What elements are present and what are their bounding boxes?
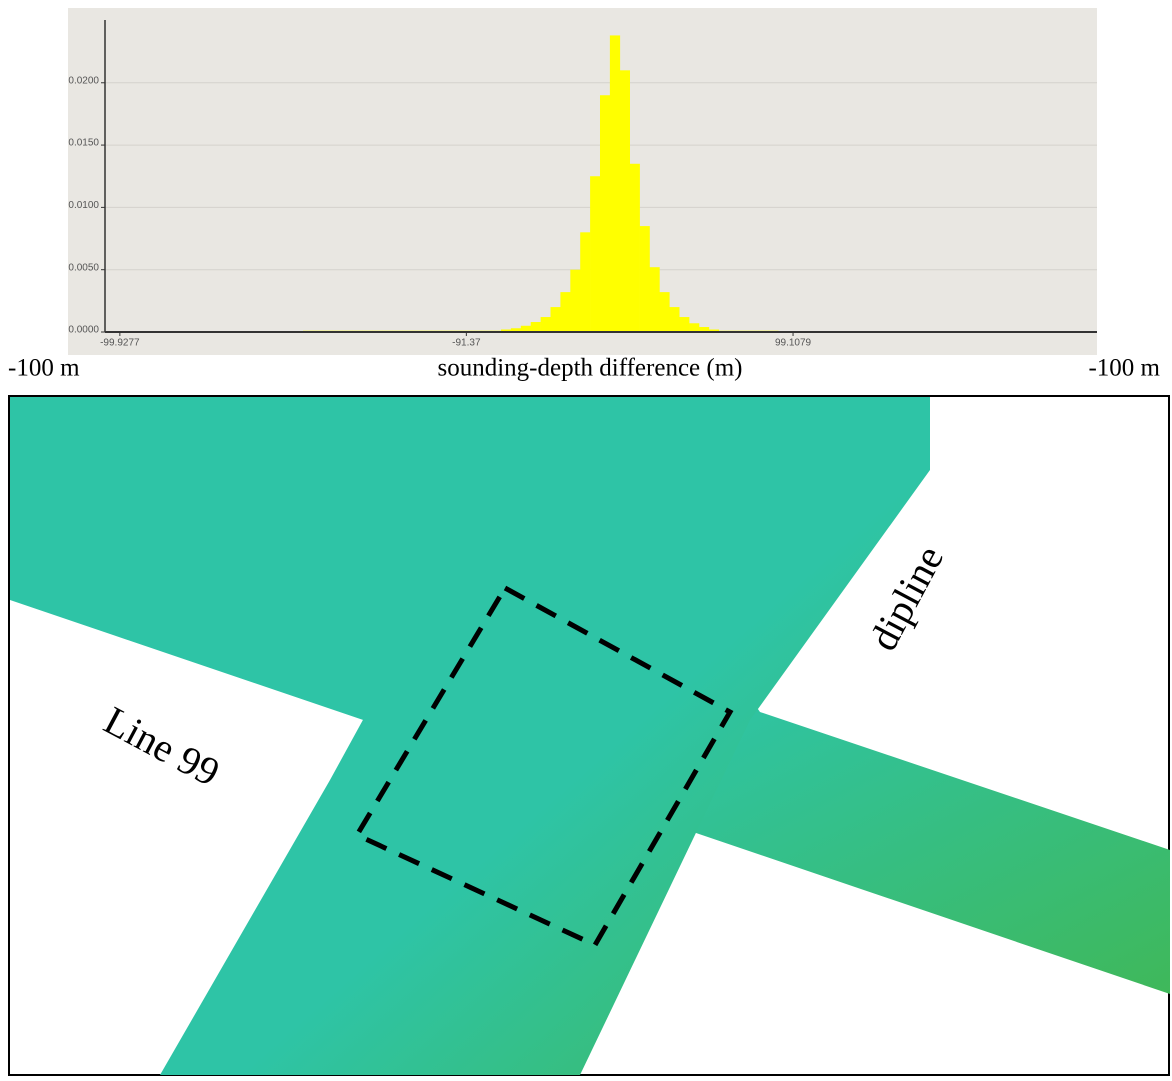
overlap-box	[353, 584, 734, 949]
bar	[639, 226, 650, 332]
bar	[669, 307, 680, 332]
bar	[590, 176, 601, 332]
bar	[699, 327, 710, 332]
x-axis-title: sounding-depth difference (m)	[438, 355, 743, 382]
x-tick-label: -91.37	[452, 338, 481, 349]
x-tick-label: -99.9277	[100, 338, 140, 349]
bar	[540, 317, 551, 332]
map: Line 99 dipline	[8, 395, 1170, 1076]
bar	[600, 95, 611, 332]
bar	[550, 307, 561, 332]
y-tick-label: 0.0150	[68, 138, 99, 149]
y-tick-label: 0.0050	[68, 262, 99, 273]
bar	[629, 163, 640, 332]
y-tick-label: 0.0100	[68, 200, 99, 211]
bar	[580, 232, 591, 332]
bar	[649, 267, 660, 332]
y-tick-label: 0.0000	[68, 325, 99, 336]
bar	[708, 329, 720, 332]
bar	[510, 328, 522, 332]
x-tick-label: 99.1079	[775, 338, 812, 349]
bar	[679, 317, 690, 332]
bar	[689, 323, 700, 332]
swath-dipline	[160, 397, 930, 1075]
bar	[619, 70, 630, 333]
bar	[609, 35, 621, 333]
x-end-label: -100 m	[8, 355, 80, 382]
y-tick-label: 0.0200	[68, 75, 99, 86]
bar	[520, 325, 531, 332]
bar	[501, 329, 512, 332]
bar	[659, 292, 670, 332]
bar	[530, 322, 541, 332]
bar	[560, 292, 571, 332]
x-end-label: -100 m	[1088, 355, 1160, 382]
bar	[570, 269, 581, 332]
